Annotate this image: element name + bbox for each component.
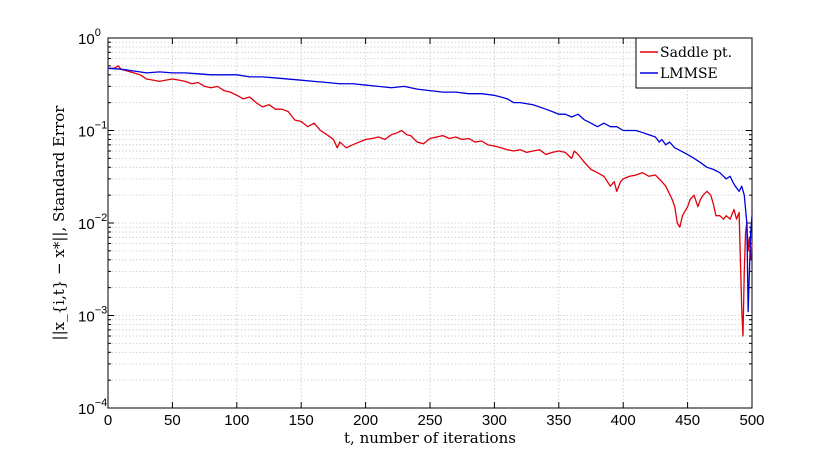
legend: Saddle pt. LMMSE (635, 37, 753, 89)
legend-label-saddle: Saddle pt. (660, 45, 732, 61)
grid-lines (108, 38, 752, 408)
legend-label-lmmse: LMMSE (660, 66, 718, 82)
x-tick-label: 450 (675, 412, 700, 429)
x-tick-label: 150 (289, 412, 314, 429)
y-tick-label: 10−4 (78, 397, 107, 418)
series-lines (107, 65, 753, 337)
y-tick-label: 100 (78, 27, 101, 48)
x-axis-tick-labels: 0 50 100 150 200 250 300 350 400 450 500 (104, 412, 765, 429)
series-line-saddle (108, 65, 753, 337)
x-tick-label: 50 (164, 412, 181, 429)
series-line-lmmse (107, 67, 753, 313)
y-axis-title: ||x_{i,t} − x*||, Standard Error (50, 105, 68, 341)
legend-box (635, 37, 753, 89)
x-tick-label: 250 (417, 412, 442, 429)
y-tick-label: 10−2 (78, 212, 107, 233)
x-tick-label: 300 (482, 412, 507, 429)
x-tick-label: 400 (611, 412, 636, 429)
x-tick-label: 0 (104, 412, 112, 429)
y-axis-tick-labels: 10−4 10−3 10−2 10−1 100 (78, 27, 107, 418)
y-tick-label: 10−1 (78, 120, 107, 141)
x-tick-label: 500 (739, 412, 764, 429)
x-tick-label: 350 (546, 412, 571, 429)
x-tick-label: 100 (224, 412, 249, 429)
x-axis-title: t, number of iterations (344, 429, 516, 447)
y-tick-label: 10−3 (78, 305, 107, 326)
x-tick-label: 200 (353, 412, 378, 429)
